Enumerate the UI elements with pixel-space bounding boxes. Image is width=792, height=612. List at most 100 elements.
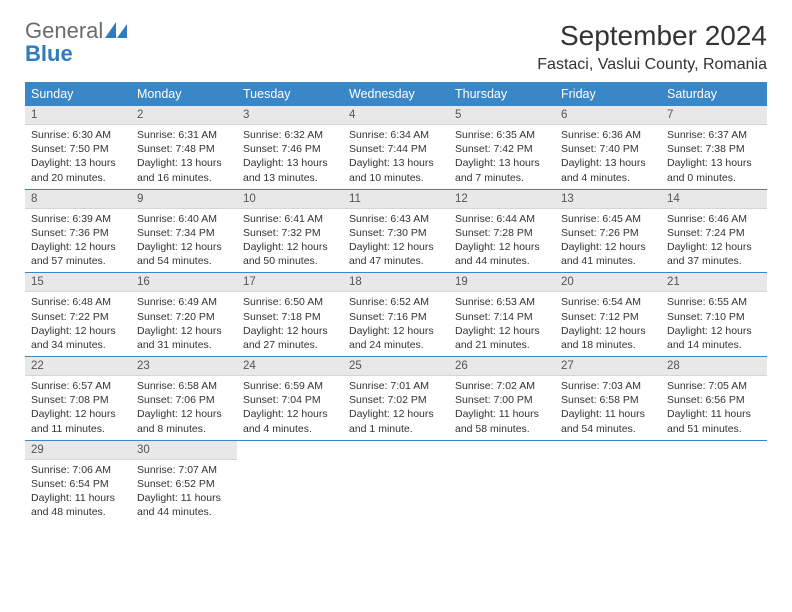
day-body: Sunrise: 6:32 AMSunset: 7:46 PMDaylight:… xyxy=(237,125,343,189)
day-number: 10 xyxy=(237,190,343,209)
daylight-text: Daylight: 12 hours and 8 minutes. xyxy=(137,407,231,435)
daylight-text: Daylight: 12 hours and 1 minute. xyxy=(349,407,443,435)
day-body: Sunrise: 6:48 AMSunset: 7:22 PMDaylight:… xyxy=(25,292,131,356)
day-number: 2 xyxy=(131,106,237,125)
sunset-text: Sunset: 6:54 PM xyxy=(31,477,125,491)
daylight-text: Daylight: 12 hours and 50 minutes. xyxy=(243,240,337,268)
day-body: Sunrise: 6:55 AMSunset: 7:10 PMDaylight:… xyxy=(661,292,767,356)
sunset-text: Sunset: 7:04 PM xyxy=(243,393,337,407)
logo-general: General xyxy=(25,18,103,43)
day-body: Sunrise: 6:45 AMSunset: 7:26 PMDaylight:… xyxy=(555,209,661,273)
day-cell: 26Sunrise: 7:02 AMSunset: 7:00 PMDayligh… xyxy=(449,357,555,440)
sunset-text: Sunset: 7:10 PM xyxy=(667,310,761,324)
day-cell: 24Sunrise: 6:59 AMSunset: 7:04 PMDayligh… xyxy=(237,357,343,440)
sunset-text: Sunset: 7:44 PM xyxy=(349,142,443,156)
sunrise-text: Sunrise: 6:30 AM xyxy=(31,128,125,142)
day-number: 6 xyxy=(555,106,661,125)
sunrise-text: Sunrise: 6:49 AM xyxy=(137,295,231,309)
sunrise-text: Sunrise: 6:43 AM xyxy=(349,212,443,226)
sunset-text: Sunset: 7:08 PM xyxy=(31,393,125,407)
sunrise-text: Sunrise: 6:59 AM xyxy=(243,379,337,393)
day-cell: 22Sunrise: 6:57 AMSunset: 7:08 PMDayligh… xyxy=(25,357,131,440)
sunset-text: Sunset: 7:48 PM xyxy=(137,142,231,156)
sunset-text: Sunset: 7:36 PM xyxy=(31,226,125,240)
sunset-text: Sunset: 7:32 PM xyxy=(243,226,337,240)
daylight-text: Daylight: 12 hours and 14 minutes. xyxy=(667,324,761,352)
sunrise-text: Sunrise: 6:53 AM xyxy=(455,295,549,309)
sunset-text: Sunset: 7:42 PM xyxy=(455,142,549,156)
day-number: 8 xyxy=(25,190,131,209)
day-cell xyxy=(343,441,449,524)
sunset-text: Sunset: 7:12 PM xyxy=(561,310,655,324)
day-cell: 29Sunrise: 7:06 AMSunset: 6:54 PMDayligh… xyxy=(25,441,131,524)
daylight-text: Daylight: 12 hours and 11 minutes. xyxy=(31,407,125,435)
title-block: September 2024 Fastaci, Vaslui County, R… xyxy=(537,20,767,74)
daylight-text: Daylight: 12 hours and 27 minutes. xyxy=(243,324,337,352)
day-cell: 30Sunrise: 7:07 AMSunset: 6:52 PMDayligh… xyxy=(131,441,237,524)
daylight-text: Daylight: 11 hours and 51 minutes. xyxy=(667,407,761,435)
day-cell: 4Sunrise: 6:34 AMSunset: 7:44 PMDaylight… xyxy=(343,106,449,189)
week-row: 29Sunrise: 7:06 AMSunset: 6:54 PMDayligh… xyxy=(25,441,767,524)
sunrise-text: Sunrise: 6:41 AM xyxy=(243,212,337,226)
day-number: 25 xyxy=(343,357,449,376)
day-cell xyxy=(555,441,661,524)
day-cell: 19Sunrise: 6:53 AMSunset: 7:14 PMDayligh… xyxy=(449,273,555,356)
daylight-text: Daylight: 12 hours and 24 minutes. xyxy=(349,324,443,352)
weekday-header: Tuesday xyxy=(237,82,343,106)
sunset-text: Sunset: 7:16 PM xyxy=(349,310,443,324)
daylight-text: Daylight: 12 hours and 37 minutes. xyxy=(667,240,761,268)
week-row: 1Sunrise: 6:30 AMSunset: 7:50 PMDaylight… xyxy=(25,106,767,189)
day-number: 18 xyxy=(343,273,449,292)
daylight-text: Daylight: 13 hours and 10 minutes. xyxy=(349,156,443,184)
day-number: 4 xyxy=(343,106,449,125)
sunrise-text: Sunrise: 6:37 AM xyxy=(667,128,761,142)
day-body: Sunrise: 7:03 AMSunset: 6:58 PMDaylight:… xyxy=(555,376,661,440)
day-number: 12 xyxy=(449,190,555,209)
day-cell: 1Sunrise: 6:30 AMSunset: 7:50 PMDaylight… xyxy=(25,106,131,189)
day-cell: 15Sunrise: 6:48 AMSunset: 7:22 PMDayligh… xyxy=(25,273,131,356)
day-body: Sunrise: 6:57 AMSunset: 7:08 PMDaylight:… xyxy=(25,376,131,440)
sunrise-text: Sunrise: 7:01 AM xyxy=(349,379,443,393)
sunrise-text: Sunrise: 6:39 AM xyxy=(31,212,125,226)
sunrise-text: Sunrise: 7:05 AM xyxy=(667,379,761,393)
sunset-text: Sunset: 7:46 PM xyxy=(243,142,337,156)
sunset-text: Sunset: 7:26 PM xyxy=(561,226,655,240)
daylight-text: Daylight: 11 hours and 58 minutes. xyxy=(455,407,549,435)
daylight-text: Daylight: 12 hours and 31 minutes. xyxy=(137,324,231,352)
sunrise-text: Sunrise: 6:46 AM xyxy=(667,212,761,226)
daylight-text: Daylight: 12 hours and 4 minutes. xyxy=(243,407,337,435)
sunset-text: Sunset: 6:56 PM xyxy=(667,393,761,407)
day-body: Sunrise: 6:34 AMSunset: 7:44 PMDaylight:… xyxy=(343,125,449,189)
sunrise-text: Sunrise: 7:02 AM xyxy=(455,379,549,393)
daylight-text: Daylight: 12 hours and 54 minutes. xyxy=(137,240,231,268)
sunrise-text: Sunrise: 6:54 AM xyxy=(561,295,655,309)
day-cell: 6Sunrise: 6:36 AMSunset: 7:40 PMDaylight… xyxy=(555,106,661,189)
sunset-text: Sunset: 7:14 PM xyxy=(455,310,549,324)
sunrise-text: Sunrise: 6:32 AM xyxy=(243,128,337,142)
day-cell: 23Sunrise: 6:58 AMSunset: 7:06 PMDayligh… xyxy=(131,357,237,440)
day-body: Sunrise: 6:52 AMSunset: 7:16 PMDaylight:… xyxy=(343,292,449,356)
sunrise-text: Sunrise: 6:45 AM xyxy=(561,212,655,226)
day-body: Sunrise: 7:05 AMSunset: 6:56 PMDaylight:… xyxy=(661,376,767,440)
day-cell: 14Sunrise: 6:46 AMSunset: 7:24 PMDayligh… xyxy=(661,190,767,273)
day-cell: 9Sunrise: 6:40 AMSunset: 7:34 PMDaylight… xyxy=(131,190,237,273)
day-number: 16 xyxy=(131,273,237,292)
sunset-text: Sunset: 7:22 PM xyxy=(31,310,125,324)
daylight-text: Daylight: 13 hours and 20 minutes. xyxy=(31,156,125,184)
day-number: 13 xyxy=(555,190,661,209)
month-title: September 2024 xyxy=(537,20,767,52)
sunset-text: Sunset: 7:50 PM xyxy=(31,142,125,156)
day-cell: 12Sunrise: 6:44 AMSunset: 7:28 PMDayligh… xyxy=(449,190,555,273)
sunset-text: Sunset: 7:28 PM xyxy=(455,226,549,240)
calendar-table: Sunday Monday Tuesday Wednesday Thursday… xyxy=(25,82,767,523)
day-number: 20 xyxy=(555,273,661,292)
sunrise-text: Sunrise: 6:57 AM xyxy=(31,379,125,393)
sunrise-text: Sunrise: 7:03 AM xyxy=(561,379,655,393)
day-number: 3 xyxy=(237,106,343,125)
weekday-header-row: Sunday Monday Tuesday Wednesday Thursday… xyxy=(25,82,767,106)
daylight-text: Daylight: 11 hours and 54 minutes. xyxy=(561,407,655,435)
day-body: Sunrise: 6:53 AMSunset: 7:14 PMDaylight:… xyxy=(449,292,555,356)
weekday-header: Sunday xyxy=(25,82,131,106)
day-body: Sunrise: 6:59 AMSunset: 7:04 PMDaylight:… xyxy=(237,376,343,440)
day-cell xyxy=(449,441,555,524)
